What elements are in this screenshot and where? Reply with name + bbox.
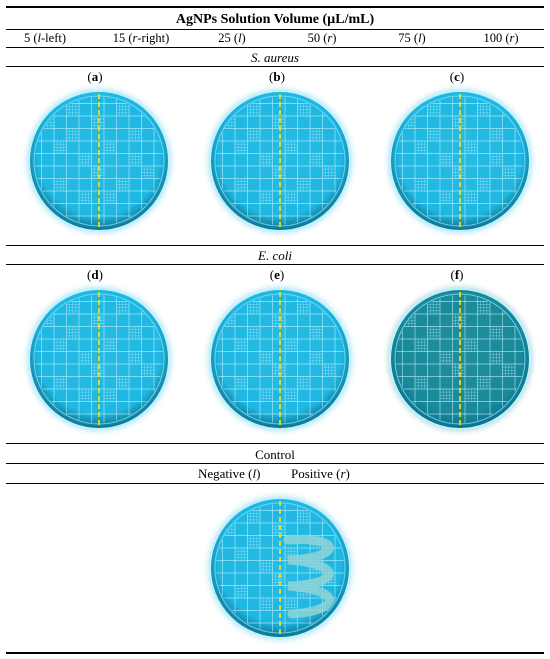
petri-dish-c — [388, 89, 532, 233]
petri-dish-b — [208, 89, 352, 233]
petri-dish-d — [27, 287, 171, 431]
section3-rule — [6, 463, 544, 464]
volume-row-rule — [6, 47, 544, 48]
section2-rule — [6, 264, 544, 265]
panel-label-f: (f) — [450, 267, 464, 282]
petri-dish-f — [388, 287, 532, 431]
volume-label-5: 5 (l-left) — [23, 31, 67, 45]
petri-dish-a — [27, 89, 171, 233]
volume-label-25: 25 (l) — [218, 31, 246, 45]
volume-label-15: 15 (r-right) — [112, 31, 170, 45]
petri-dish-e — [208, 287, 352, 431]
volume-label-50: 50 (r) — [307, 31, 337, 45]
panel-label-e: (e) — [269, 267, 285, 282]
control-label-rule — [6, 483, 544, 484]
section1-rule — [6, 66, 544, 67]
volume-label-75: 75 (l) — [398, 31, 426, 45]
section2-bottom-rule — [6, 443, 544, 444]
table-top-rule — [6, 6, 544, 8]
section-title-control: Control — [255, 447, 295, 462]
panel-label-b: (b) — [269, 69, 285, 84]
section-title-s-aureus: S. aureus — [251, 50, 299, 65]
table-header: AgNPs Solution Volume (µL/mL) — [175, 12, 375, 27]
section-title-e-coli: E. coli — [258, 248, 292, 263]
volume-label-100: 100 (r) — [483, 31, 519, 45]
header-rule — [6, 29, 544, 30]
table-bottom-rule — [6, 652, 544, 654]
petri-dish-control — [208, 496, 352, 640]
panel-label-d: (d) — [87, 267, 103, 282]
panel-label-c: (c) — [449, 69, 465, 84]
section1-bottom-rule — [6, 245, 544, 246]
control-positive-label: Positive (r) — [291, 466, 350, 481]
control-negative-label: Negative (l) — [198, 466, 261, 481]
panel-label-a: (a) — [87, 69, 103, 84]
